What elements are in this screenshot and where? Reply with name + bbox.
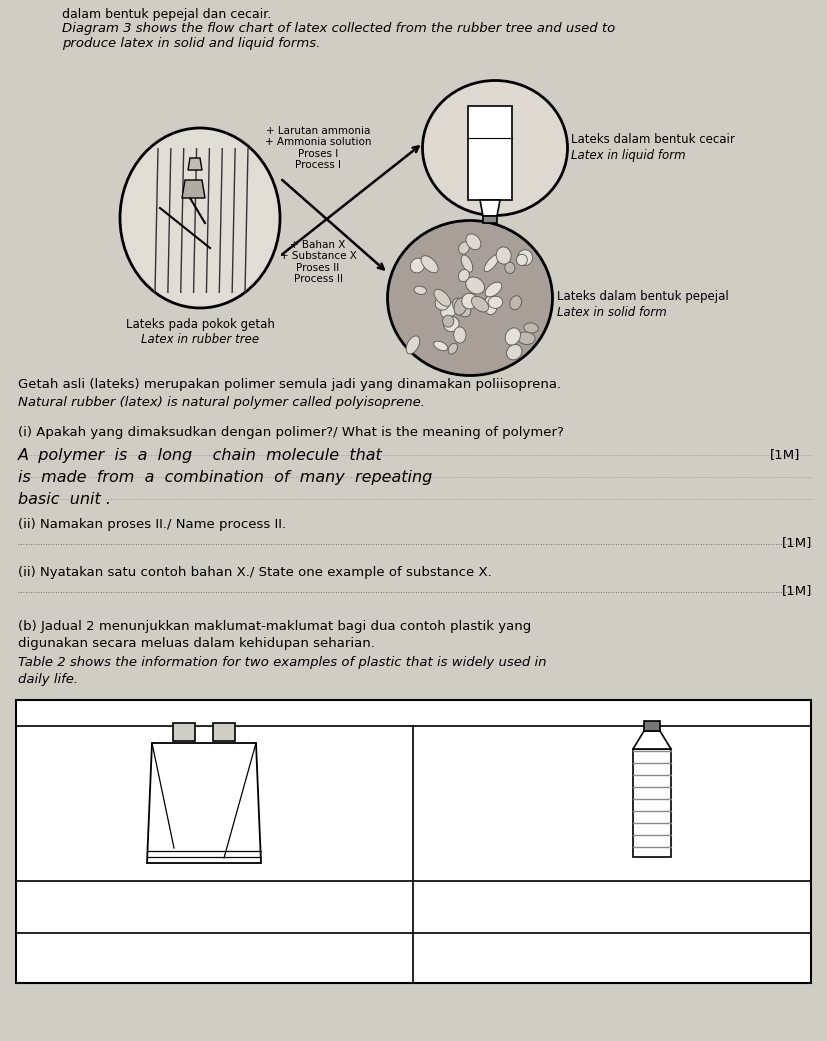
Ellipse shape — [435, 297, 449, 310]
Ellipse shape — [452, 298, 471, 316]
Ellipse shape — [421, 256, 438, 273]
Text: [1M]: [1M] — [782, 536, 812, 549]
Bar — [16, 700, 811, 983]
Text: Latex in rubber tree: Latex in rubber tree — [141, 333, 259, 346]
Ellipse shape — [466, 234, 480, 250]
Ellipse shape — [434, 289, 451, 306]
Text: is  made  from  a  combination  of  many  repeating: is made from a combination of many repea… — [18, 469, 433, 485]
Text: (b) Jadual 2 menunjukkan maklumat-maklumat bagi dua contoh plastik yang: (b) Jadual 2 menunjukkan maklumat-maklum… — [18, 620, 531, 633]
Ellipse shape — [496, 247, 511, 264]
Text: Latex in solid form: Latex in solid form — [557, 306, 667, 319]
Ellipse shape — [441, 303, 457, 319]
Polygon shape — [633, 731, 671, 750]
Text: A  polymer  is  a  long    chain  molecule  that: A polymer is a long chain molecule that — [18, 448, 383, 463]
Ellipse shape — [459, 242, 470, 254]
Ellipse shape — [410, 258, 424, 273]
Text: + Bahan X
+ Substance X
Proses II
Process II: + Bahan X + Substance X Proses II Proces… — [280, 239, 356, 284]
Polygon shape — [468, 106, 512, 200]
Bar — [633, 750, 671, 857]
Ellipse shape — [406, 336, 419, 354]
Ellipse shape — [518, 250, 533, 265]
Ellipse shape — [509, 296, 522, 310]
Polygon shape — [213, 723, 235, 741]
Ellipse shape — [518, 332, 535, 345]
Text: (ii) Nyatakan satu contoh bahan X./ State one example of substance X.: (ii) Nyatakan satu contoh bahan X./ Stat… — [18, 566, 492, 579]
Ellipse shape — [461, 255, 473, 272]
Ellipse shape — [488, 297, 503, 308]
Text: [1M]: [1M] — [770, 448, 800, 461]
Polygon shape — [182, 180, 205, 198]
Ellipse shape — [523, 323, 538, 333]
Text: Plastik B/ Plastic B: Plastik B/ Plastic B — [552, 705, 672, 718]
Text: (ii) Namakan proses II./ Name process II.: (ii) Namakan proses II./ Name process II… — [18, 518, 286, 531]
Ellipse shape — [484, 255, 500, 272]
Text: Lateks pada pokok getah: Lateks pada pokok getah — [126, 318, 275, 331]
Polygon shape — [173, 723, 195, 741]
Text: Lateks dalam bentuk cecair: Lateks dalam bentuk cecair — [571, 133, 735, 146]
Ellipse shape — [504, 262, 515, 274]
Ellipse shape — [443, 316, 459, 332]
Ellipse shape — [507, 345, 522, 360]
Ellipse shape — [484, 296, 498, 314]
Ellipse shape — [433, 341, 447, 351]
Text: daily life.: daily life. — [18, 672, 78, 686]
Ellipse shape — [516, 254, 528, 265]
Polygon shape — [188, 158, 202, 170]
Text: Difficult to be decomposed by microorganism.: Difficult to be decomposed by microorgan… — [24, 958, 331, 971]
Text: (i) Apakah yang dimaksudkan dengan polimer?/ What is the meaning of polymer?: (i) Apakah yang dimaksudkan dengan polim… — [18, 426, 564, 439]
Text: Plastik A/ Plastic A: Plastik A/ Plastic A — [153, 705, 275, 718]
Ellipse shape — [485, 282, 502, 297]
Text: Made from synthetic polymer that is polyethylene.: Made from synthetic polymer that is poly… — [24, 906, 360, 919]
Ellipse shape — [466, 277, 485, 294]
Text: + Larutan ammonia
+ Ammonia solution
Proses I
Process I: + Larutan ammonia + Ammonia solution Pro… — [265, 126, 371, 171]
Text: Lateks dalam bentuk pepejal: Lateks dalam bentuk pepejal — [557, 290, 729, 303]
Text: digunakan secara meluas dalam kehidupan seharian.: digunakan secara meluas dalam kehidupan … — [18, 637, 375, 650]
Ellipse shape — [471, 297, 489, 312]
Polygon shape — [147, 743, 261, 863]
Text: Getah asli (lateks) merupakan polimer semula jadi yang dinamakan poliisoprena.: Getah asli (lateks) merupakan polimer se… — [18, 378, 562, 391]
Text: Natural rubber (latex) is natural polymer called polyisoprene.: Natural rubber (latex) is natural polyme… — [18, 396, 425, 409]
Bar — [644, 721, 660, 731]
Text: Latex in liquid form: Latex in liquid form — [571, 149, 686, 162]
Text: [1M]: [1M] — [782, 584, 812, 596]
Ellipse shape — [454, 327, 466, 344]
Ellipse shape — [388, 221, 552, 376]
Ellipse shape — [458, 270, 470, 282]
Ellipse shape — [423, 80, 567, 215]
Text: • Sukar diuraikan oleh mikroorganisma.: • Sukar diuraikan oleh mikroorganisma. — [24, 941, 289, 954]
Ellipse shape — [442, 315, 454, 327]
Polygon shape — [480, 200, 500, 215]
Text: basic  unit .: basic unit . — [18, 492, 111, 507]
Ellipse shape — [505, 328, 520, 346]
Ellipse shape — [414, 286, 427, 295]
Text: Table 2 shows the information for two examples of plastic that is widely used in: Table 2 shows the information for two ex… — [18, 656, 547, 669]
Ellipse shape — [485, 296, 497, 308]
Text: Diagram 3 shows the flow chart of latex collected from the rubber tree and used : Diagram 3 shows the flow chart of latex … — [62, 22, 615, 50]
Text: • Diperbuat daripada polimer sintetik iaitu polietena.: • Diperbuat daripada polimer sintetik ia… — [24, 889, 379, 902]
Text: dalam bentuk pepejal dan cecair.: dalam bentuk pepejal dan cecair. — [62, 8, 271, 21]
Ellipse shape — [454, 298, 466, 315]
Ellipse shape — [461, 294, 477, 309]
Ellipse shape — [448, 344, 457, 354]
Ellipse shape — [120, 128, 280, 308]
Polygon shape — [483, 215, 497, 223]
